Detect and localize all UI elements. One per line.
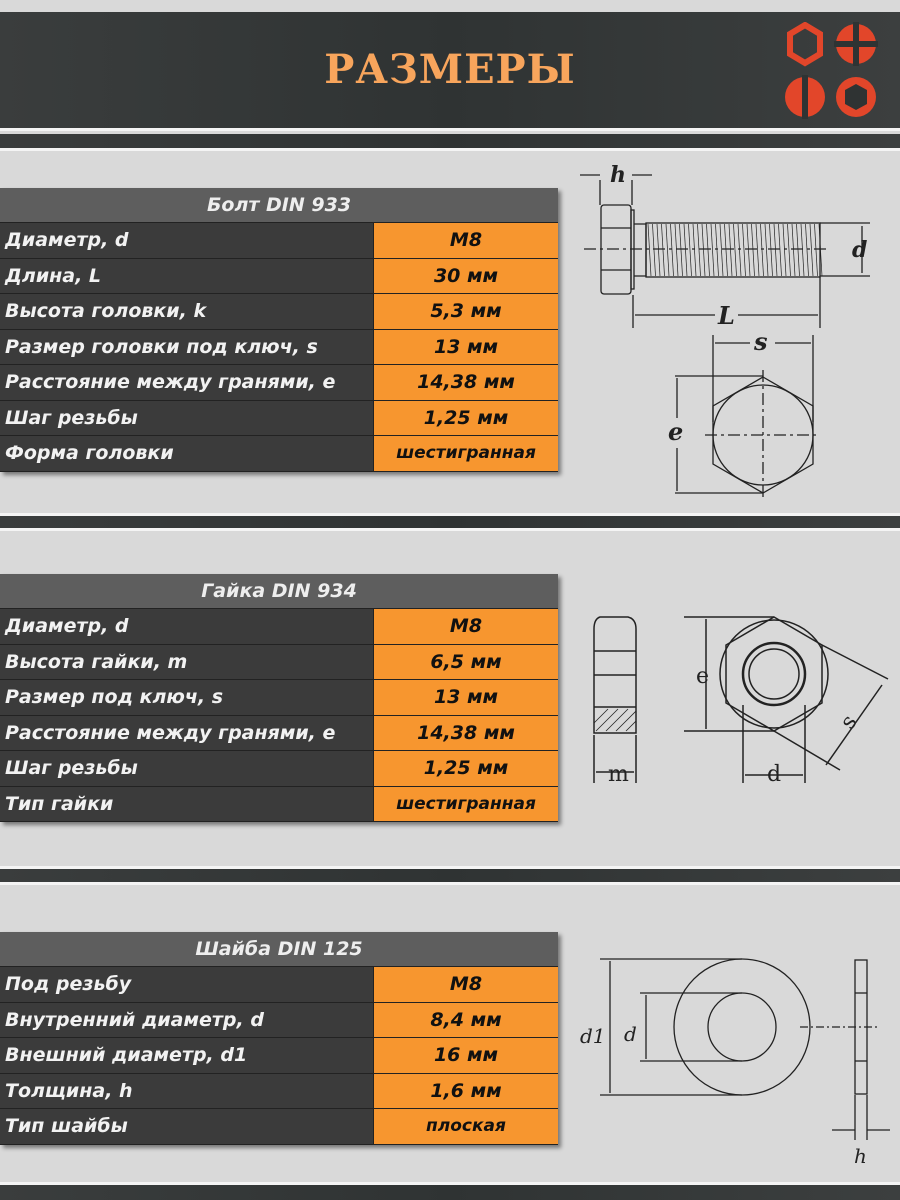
spec-label: Под резьбу [0, 967, 374, 1002]
spec-value: плоская [374, 1109, 558, 1144]
nut-drawing: m e d s [593, 616, 889, 787]
svg-text:d1: d1 [580, 1024, 606, 1048]
divider [0, 148, 900, 151]
spec-label: Внутренний диаметр, d [0, 1002, 374, 1037]
spec-label: Шаг резьбы [0, 400, 374, 435]
svg-text:e: e [696, 664, 709, 689]
table-row: Шаг резьбы 1,25 мм [0, 400, 558, 436]
table-row: Диаметр, d M8 [0, 223, 558, 259]
table-row: Высота гайки, m 6,5 мм [0, 644, 558, 680]
table-row: Расстояние между гранями, e 14,38 мм [0, 715, 558, 751]
spec-value: 8,4 мм [374, 1002, 558, 1037]
divider [0, 128, 900, 131]
spec-value: 1,25 мм [374, 400, 558, 435]
spec-value: M8 [374, 967, 558, 1002]
table-title: Шайба DIN 125 [0, 932, 558, 967]
table-row: Внутренний диаметр, d 8,4 мм [0, 1002, 558, 1038]
spec-value: шестигранная [374, 436, 558, 471]
spec-label: Длина, L [0, 258, 374, 293]
spec-label: Шаг резьбы [0, 751, 374, 786]
spec-value: 13 мм [374, 329, 558, 364]
table-row: Размер под ключ, s 13 мм [0, 680, 558, 716]
spec-value: 5,3 мм [374, 294, 558, 329]
spec-label: Расстояние между гранями, e [0, 715, 374, 750]
svg-text:h: h [854, 1144, 867, 1168]
spec-label: Диаметр, d [0, 609, 374, 644]
svg-text:h: h [610, 162, 626, 188]
table-title: Гайка DIN 934 [0, 574, 558, 609]
svg-text:e: e [668, 417, 683, 446]
fastener-logo-icon [785, 22, 878, 119]
table-row: Под резьбу M8 [0, 967, 558, 1003]
spec-label: Высота гайки, m [0, 644, 374, 679]
table-row: Размер головки под ключ, s 13 мм [0, 329, 558, 365]
divider-strip [0, 134, 900, 148]
header-banner [0, 12, 900, 128]
spec-label: Тип шайбы [0, 1109, 374, 1144]
divider-strip [0, 869, 900, 882]
table-row: Толщина, h 1,6 мм [0, 1073, 558, 1109]
table-row: Тип гайки шестигранная [0, 786, 558, 822]
spec-value: 13 мм [374, 680, 558, 715]
svg-text:L: L [717, 301, 735, 330]
spec-label: Размер под ключ, s [0, 680, 374, 715]
nut-spec-table: Гайка DIN 934 Диаметр, d M8 Высота гайки,… [0, 574, 558, 822]
spec-label: Расстояние между гранями, e [0, 365, 374, 400]
spec-label: Тип гайки [0, 786, 374, 821]
spec-label: Диаметр, d [0, 223, 374, 258]
spec-label: Размер головки под ключ, s [0, 329, 374, 364]
page-title: РАЗМЕРЫ [324, 46, 576, 93]
spec-value: M8 [374, 609, 558, 644]
table-row: Тип шайбы плоская [0, 1109, 558, 1145]
spec-value: шестигранная [374, 786, 558, 821]
svg-text:d: d [624, 1022, 637, 1046]
table-row: Шаг резьбы 1,25 мм [0, 751, 558, 787]
spec-value: 6,5 мм [374, 644, 558, 679]
spec-value: 1,6 мм [374, 1073, 558, 1108]
table-title: Болт DIN 933 [0, 188, 558, 223]
spec-label: Высота головки, k [0, 294, 374, 329]
svg-text:s: s [836, 710, 863, 734]
svg-text:s: s [753, 327, 768, 356]
washer-spec-table: Шайба DIN 125 Под резьбу M8 Внутренний ди… [0, 932, 558, 1145]
bolt-spec-table: Болт DIN 933 Диаметр, d M8 Длина, L 30 мм … [0, 188, 558, 472]
spec-value: M8 [374, 223, 558, 258]
svg-text:d: d [767, 762, 781, 787]
spec-value: 16 мм [374, 1038, 558, 1073]
spec-value: 30 мм [374, 258, 558, 293]
spec-label: Толщина, h [0, 1073, 374, 1108]
bolt-drawing: h d L s e [580, 162, 870, 500]
table-row: Форма головки шестигранная [0, 436, 558, 472]
spec-value: 1,25 мм [374, 751, 558, 786]
svg-text:m: m [608, 762, 629, 787]
washer-drawing: d1 d h [580, 958, 890, 1168]
table-row: Расстояние между гранями, e 14,38 мм [0, 365, 558, 401]
svg-text:d: d [852, 237, 867, 263]
divider-strip [0, 516, 900, 528]
spec-label: Форма головки [0, 436, 374, 471]
table-row: Высота головки, k 5,3 мм [0, 294, 558, 330]
table-row: Длина, L 30 мм [0, 258, 558, 294]
spec-label: Внешний диаметр, d1 [0, 1038, 374, 1073]
table-row: Диаметр, d M8 [0, 609, 558, 645]
table-row: Внешний диаметр, d1 16 мм [0, 1038, 558, 1074]
spec-value: 14,38 мм [374, 715, 558, 750]
divider-strip [0, 1185, 900, 1200]
spec-value: 14,38 мм [374, 365, 558, 400]
